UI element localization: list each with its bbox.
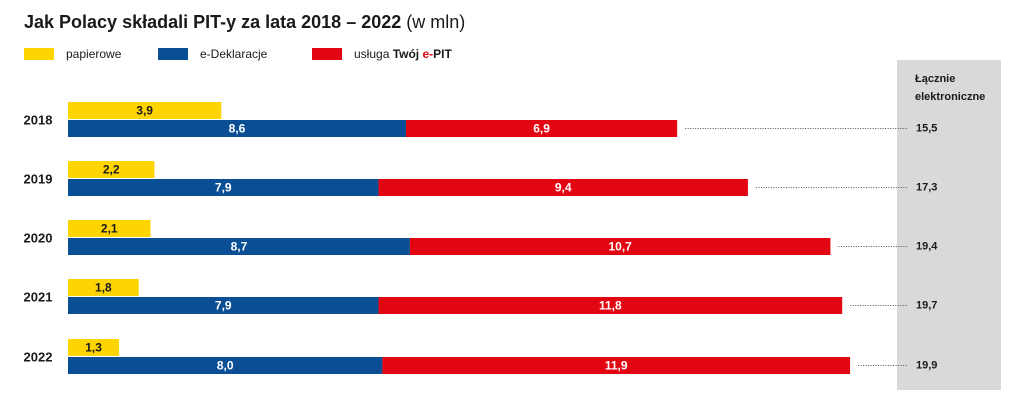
year-label-2018: 2018: [24, 113, 53, 128]
year-label-2022: 2022: [24, 350, 53, 365]
bar-epit-2022: [382, 357, 851, 374]
bar-epit-2021: [378, 297, 843, 314]
bar-paper-2021: [68, 279, 139, 296]
legend-item-paper: papierowe: [24, 46, 121, 62]
chart-title: Jak Polacy składali PIT-y za lata 2018 –…: [24, 12, 465, 33]
bar-paper-2019: [68, 161, 155, 178]
legend-item-epit: usługa Twój e-PIT: [312, 46, 452, 62]
legend-swatch-epit: [312, 48, 342, 60]
totals-panel: [897, 60, 1001, 390]
year-label-2020: 2020: [24, 231, 53, 246]
bar-edeklaracje-2022: [68, 357, 383, 374]
legend-label-paper: papierowe: [66, 47, 122, 61]
bar-label-edeklaracje-2022: 8,0: [217, 359, 234, 373]
bar-edeklaracje-2018: [68, 120, 406, 137]
total-label-2018: 15,5: [916, 123, 937, 135]
total-label-2020: 19,4: [916, 241, 938, 253]
bar-label-edeklaracje-2019: 7,9: [215, 181, 232, 195]
bar-epit-2020: [409, 238, 831, 255]
year-label-2019: 2019: [24, 172, 53, 187]
bar-label-edeklaracje-2021: 7,9: [215, 299, 232, 313]
bar-label-edeklaracje-2018: 8,6: [229, 122, 246, 136]
bar-label-paper-2020: 2,1: [101, 222, 118, 236]
bar-label-paper-2022: 1,3: [85, 341, 102, 355]
total-label-2019: 17,3: [916, 182, 937, 194]
bar-epit-2018: [405, 120, 678, 137]
year-label-2021: 2021: [24, 290, 53, 305]
totals-header: Łącznie elektroniczne: [915, 73, 986, 103]
bar-label-epit-2020: 10,7: [608, 240, 632, 254]
legend-swatch-edeklaracje: [158, 48, 188, 60]
legend-label-epit-bold-a: Twój: [392, 47, 423, 61]
bar-label-epit-2019: 9,4: [555, 181, 572, 195]
bar-edeklaracje-2019: [68, 179, 379, 196]
bar-label-paper-2019: 2,2: [103, 163, 120, 177]
bar-paper-2018: [68, 102, 222, 119]
legend-label-edeklaracje: e-Deklaracje: [200, 47, 268, 61]
bar-label-paper-2018: 3,9: [136, 104, 153, 118]
total-label-2022: 19,9: [916, 360, 937, 372]
bar-label-epit-2021: 11,8: [599, 299, 622, 313]
chart-title-main: Jak Polacy składali PIT-y za lata 2018 –…: [24, 12, 402, 32]
legend-label-epit-prefix: usługa: [354, 47, 393, 61]
bar-label-epit-2018: 6,9: [533, 122, 550, 136]
legend-swatch-paper: [24, 48, 54, 60]
bar-label-paper-2021: 1,8: [95, 281, 112, 295]
bar-epit-2019: [378, 179, 748, 196]
legend-label-epit-bold-b: e-: [422, 47, 434, 61]
legend-label-epit-bold-c: PIT: [433, 47, 452, 61]
total-label-2021: 19,7: [916, 300, 937, 312]
bar-paper-2022: [68, 339, 120, 356]
chart-title-unit: (w mln): [406, 12, 466, 32]
bar-edeklaracje-2020: [68, 238, 410, 255]
legend-label-epit: usługa Twój e-PIT: [354, 47, 452, 61]
bar-edeklaracje-2021: [68, 297, 379, 314]
legend-item-edeklaracje: e-Deklaracje: [158, 46, 267, 62]
bar-label-edeklaracje-2020: 8,7: [231, 240, 248, 254]
bar-paper-2020: [68, 220, 151, 237]
bar-label-epit-2022: 11,9: [605, 359, 628, 373]
